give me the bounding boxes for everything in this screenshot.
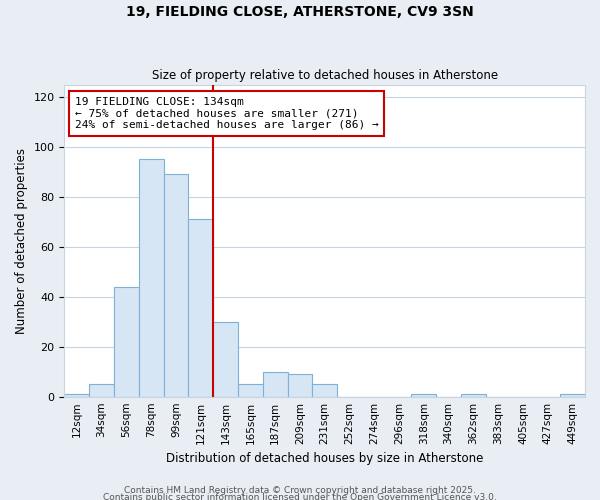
Bar — [213, 322, 238, 396]
Bar — [139, 160, 164, 396]
Text: Contains HM Land Registry data © Crown copyright and database right 2025.: Contains HM Land Registry data © Crown c… — [124, 486, 476, 495]
Bar — [89, 384, 114, 396]
Bar — [560, 394, 585, 396]
Bar — [313, 384, 337, 396]
Bar — [461, 394, 486, 396]
Text: 19, FIELDING CLOSE, ATHERSTONE, CV9 3SN: 19, FIELDING CLOSE, ATHERSTONE, CV9 3SN — [126, 5, 474, 19]
Bar — [412, 394, 436, 396]
Text: Contains public sector information licensed under the Open Government Licence v3: Contains public sector information licen… — [103, 494, 497, 500]
Bar — [64, 394, 89, 396]
Y-axis label: Number of detached properties: Number of detached properties — [15, 148, 28, 334]
Bar — [114, 287, 139, 397]
Bar — [287, 374, 313, 396]
Title: Size of property relative to detached houses in Atherstone: Size of property relative to detached ho… — [152, 69, 498, 82]
Bar — [188, 220, 213, 396]
Bar — [164, 174, 188, 396]
Bar — [238, 384, 263, 396]
X-axis label: Distribution of detached houses by size in Atherstone: Distribution of detached houses by size … — [166, 452, 484, 465]
Bar — [263, 372, 287, 396]
Text: 19 FIELDING CLOSE: 134sqm
← 75% of detached houses are smaller (271)
24% of semi: 19 FIELDING CLOSE: 134sqm ← 75% of detac… — [75, 97, 379, 130]
